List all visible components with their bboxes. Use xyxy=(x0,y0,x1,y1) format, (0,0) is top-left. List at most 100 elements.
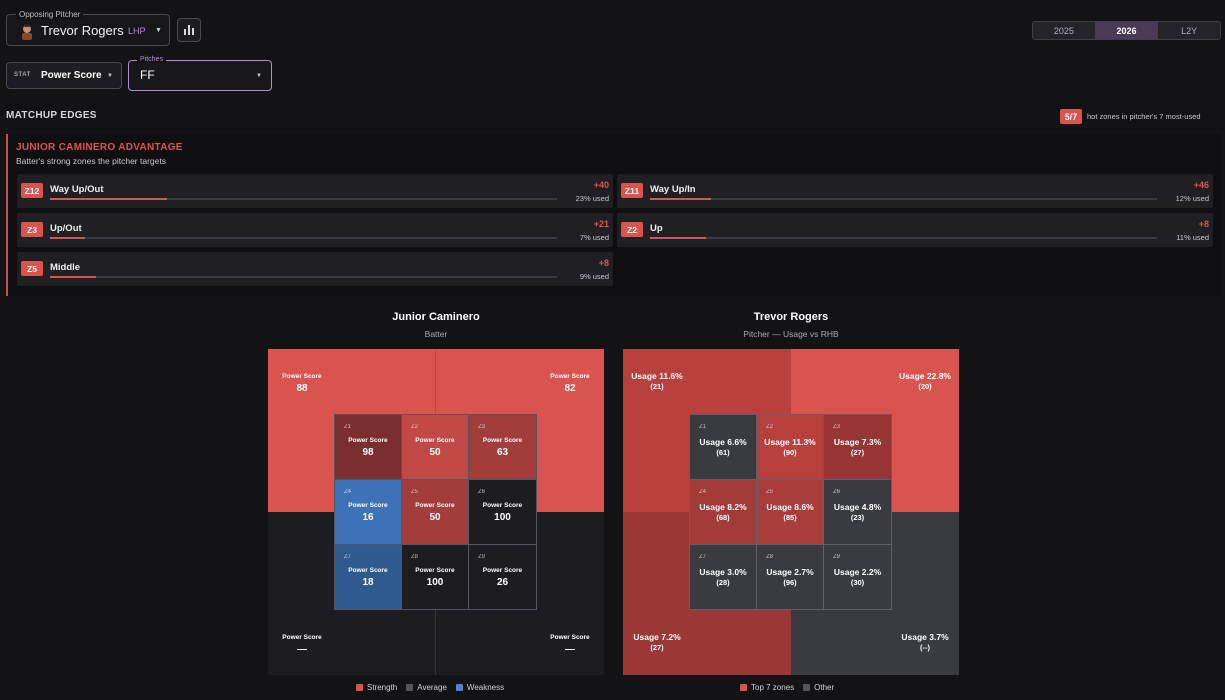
edge-card-z2[interactable]: Z2 Up +8 11% used xyxy=(617,213,1213,247)
usage-count: (23) xyxy=(850,513,865,522)
outer-score-z12: Power Score 82 xyxy=(542,373,598,394)
usage-count: (61) xyxy=(716,448,730,457)
season-tab-2026[interactable]: 2026 xyxy=(1095,22,1159,39)
legend-label: Top 7 zones xyxy=(751,683,795,692)
usage-value: Usage 7.2% xyxy=(633,632,681,642)
pitches-value: FF xyxy=(140,68,155,82)
stat-tag: STAT xyxy=(14,72,31,78)
cell-zone: Z6 xyxy=(478,489,486,495)
pitches-legend: Pitches xyxy=(137,56,166,63)
cell-value: — xyxy=(565,644,575,655)
usage-count: (30) xyxy=(850,578,865,587)
zone-cell-z9[interactable]: Z9 Power Score 26 xyxy=(469,545,536,609)
cell-zone: Z1 xyxy=(699,424,707,430)
usage-value: Usage 3.7% xyxy=(901,632,949,642)
edge-card-z12[interactable]: Z12 Way Up/Out +40 23% used xyxy=(17,174,613,208)
cell-value: 26 xyxy=(496,576,509,588)
cell-label: Power Score xyxy=(348,501,388,509)
zone-cell-z4[interactable]: Z4 Power Score 16 xyxy=(335,480,402,545)
usage-cell-z2[interactable]: Z2 Usage 11.3% (90) xyxy=(757,415,824,480)
outer-usage-z12: Usage 22.8% (20) xyxy=(895,371,955,391)
usage-value: Usage 8.6% xyxy=(766,502,814,512)
chevron-down-icon: ▼ xyxy=(107,73,113,79)
outer-score-z14: Power Score — xyxy=(542,634,598,655)
edge-card-z3[interactable]: Z3 Up/Out +21 7% used xyxy=(17,213,613,247)
usage-cell-z8[interactable]: Z8 Usage 2.7% (96) xyxy=(757,545,824,609)
usage-value: Usage 11.6% xyxy=(631,371,683,381)
outer-usage-z13: Usage 7.2% (27) xyxy=(627,632,687,652)
bar-chart-icon xyxy=(184,25,194,35)
usage-bar xyxy=(650,237,1157,239)
outer-score-z13: Power Score — xyxy=(274,634,330,655)
zone-badge: Z5 xyxy=(21,261,43,276)
chart-view-button[interactable] xyxy=(177,18,201,42)
stat-select[interactable]: STAT Power Score ▼ xyxy=(6,62,122,89)
edge-delta: +40 xyxy=(593,180,609,190)
pitches-select[interactable]: Pitches FF ▼ xyxy=(128,56,272,91)
legend-label: Weakness xyxy=(466,683,505,692)
zone-cell-z2[interactable]: Z2 Power Score 50 xyxy=(402,415,469,480)
cell-label: Power Score xyxy=(348,566,388,574)
usage-value: Usage 11.3% xyxy=(764,437,816,447)
cell-label: Power Score xyxy=(482,501,523,509)
usage-cell-z1[interactable]: Z1 Usage 6.6% (61) xyxy=(690,415,757,480)
cell-value: 98 xyxy=(362,446,374,458)
edge-card-z5[interactable]: Z5 Middle +8 9% used xyxy=(17,252,613,286)
usage-value: Usage 8.2% xyxy=(699,502,747,512)
legend-item-average: Average xyxy=(406,683,447,692)
zone-cell-z5[interactable]: Z5 Power Score 50 xyxy=(402,480,469,545)
outer-score-z11: Power Score 88 xyxy=(274,373,330,394)
usage-value: Usage 2.2% xyxy=(833,567,882,577)
usage-bar xyxy=(50,237,557,239)
usage-count: (96) xyxy=(783,578,797,587)
usage-cell-z9[interactable]: Z9 Usage 2.2% (30) xyxy=(824,545,891,609)
legend-label: Strength xyxy=(367,683,398,692)
season-tab-l2y[interactable]: L2Y xyxy=(1181,25,1198,36)
stat-value: Power Score xyxy=(41,70,102,81)
cell-value: 100 xyxy=(494,511,511,523)
cell-zone: Z1 xyxy=(344,424,352,430)
pitcher-zone-chart: Usage 11.6% (21) Usage 22.8% (20) Usage … xyxy=(623,349,959,675)
edge-used: 9% used xyxy=(579,272,609,281)
cell-zone: Z6 xyxy=(833,489,841,495)
advantage-title: JUNIOR CAMINERO ADVANTAGE xyxy=(16,142,183,153)
usage-cell-z7[interactable]: Z7 Usage 3.0% (28) xyxy=(690,545,757,609)
strike-zone-grid: Z1 Power Score 98 Z2 Power Score 50 Z3 P… xyxy=(334,414,537,610)
batter-legend: Strength Average Weakness xyxy=(356,683,513,692)
usage-count: (--) xyxy=(920,643,930,652)
zone-name: Middle xyxy=(50,262,81,273)
cell-zone: Z8 xyxy=(766,554,774,560)
usage-value: Usage 7.3% xyxy=(833,437,882,447)
legend-item-strength: Strength xyxy=(356,683,397,692)
usage-cell-z4[interactable]: Z4 Usage 8.2% (68) xyxy=(690,480,757,545)
usage-bar-fill xyxy=(650,237,706,239)
zone-cell-z7[interactable]: Z7 Power Score 18 xyxy=(335,545,402,609)
cell-zone: Z2 xyxy=(411,424,419,430)
usage-cell-z3[interactable]: Z3 Usage 7.3% (27) xyxy=(824,415,891,480)
zone-badge: Z3 xyxy=(21,222,43,237)
season-tab-2025[interactable]: 2025 xyxy=(1033,22,1096,39)
cell-zone: Z7 xyxy=(699,554,707,560)
zone-cell-z1[interactable]: Z1 Power Score 98 xyxy=(335,415,402,480)
zone-badge: Z12 xyxy=(21,183,43,198)
cell-label: Power Score xyxy=(415,501,455,509)
cell-value: 82 xyxy=(564,383,576,394)
edge-delta: +8 xyxy=(598,258,609,268)
cell-label: Power Score xyxy=(415,566,455,574)
usage-value: Usage 6.6% xyxy=(699,437,747,447)
opposing-pitcher-select[interactable]: Opposing Pitcher Trevor Rogers LHP ▼ xyxy=(6,10,170,46)
legend-label: Average xyxy=(417,683,447,692)
usage-count: (27) xyxy=(850,448,865,457)
usage-cell-z5[interactable]: Z5 Usage 8.6% (85) xyxy=(757,480,824,545)
zone-cell-z8[interactable]: Z8 Power Score 100 xyxy=(402,545,469,609)
outer-usage-z11: Usage 11.6% (21) xyxy=(627,371,687,391)
legend-item-weakness: Weakness xyxy=(455,683,505,692)
edge-card-z11[interactable]: Z11 Way Up/In +46 12% used xyxy=(617,174,1213,208)
zone-name: Way Up/In xyxy=(650,184,696,195)
zone-cell-z6[interactable]: Z6 Power Score 100 xyxy=(469,480,536,545)
usage-bar-fill xyxy=(50,276,96,278)
usage-cell-z6[interactable]: Z6 Usage 4.8% (23) xyxy=(824,480,891,545)
cell-value: 63 xyxy=(496,446,509,458)
cell-zone: Z5 xyxy=(766,489,774,495)
zone-cell-z3[interactable]: Z3 Power Score 63 xyxy=(469,415,536,480)
